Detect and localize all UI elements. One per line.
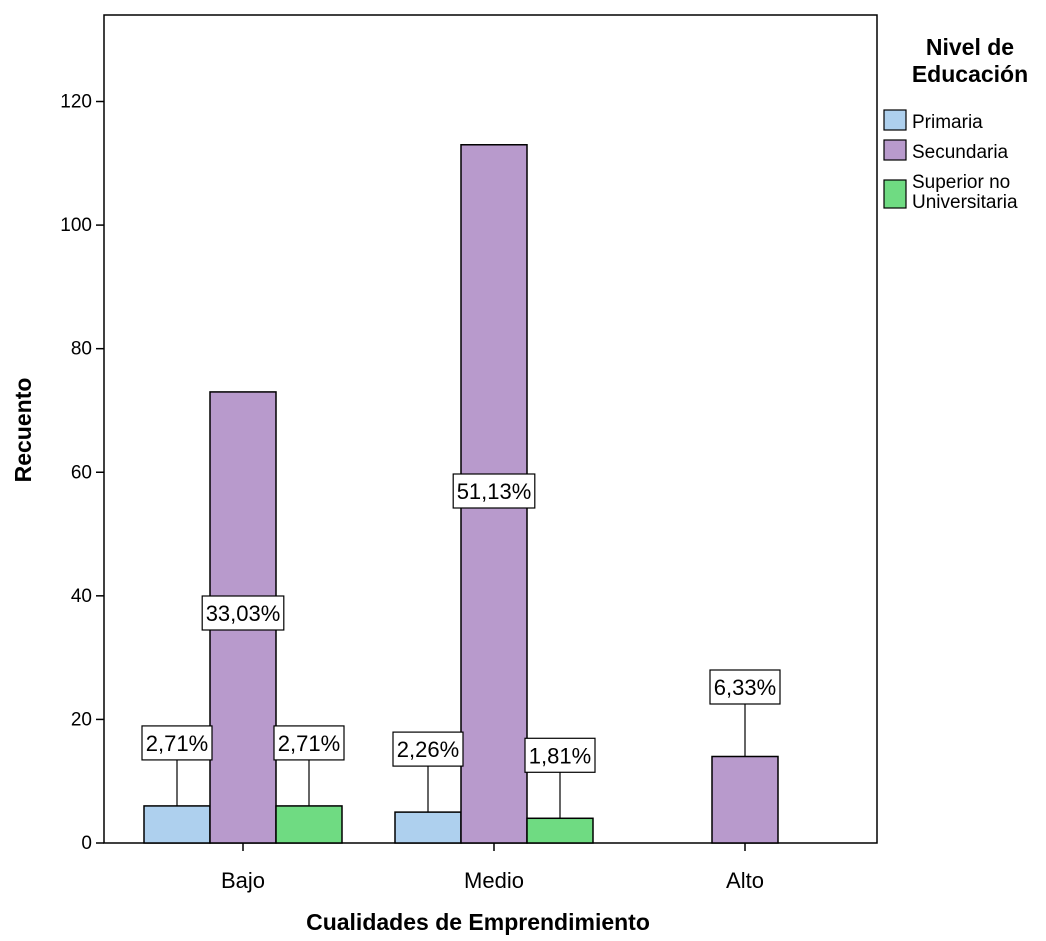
bar-superior-no-universitaria-bajo	[275, 805, 343, 844]
data-label-box	[452, 473, 536, 509]
x-axis-title: Cualidades de Emprendimiento	[306, 909, 650, 935]
legend-label: Secundaria	[912, 142, 1009, 163]
data-label-box	[392, 731, 464, 767]
x-tick-label: Bajo	[221, 868, 265, 893]
y-axis: 0 20 40 60 80 100 120	[60, 92, 104, 854]
x-tick-label: Alto	[726, 868, 764, 893]
bar-primaria-bajo	[143, 805, 211, 844]
y-tick-label: 40	[71, 586, 92, 607]
y-tick-label: 20	[71, 709, 92, 730]
y-tick-label: 0	[81, 833, 92, 854]
legend-title: Educación	[912, 61, 1028, 87]
legend-swatch	[883, 109, 907, 131]
data-label: 1,81%	[529, 743, 591, 768]
data-label: 2,26%	[397, 737, 459, 762]
y-tick-label: 100	[60, 215, 92, 236]
data-label-box	[273, 725, 345, 761]
legend-title: Nivel de	[926, 34, 1014, 60]
legend-label: Primaria	[912, 112, 983, 133]
data-label: 2,71%	[278, 731, 340, 756]
data-label-box	[141, 725, 213, 761]
x-axis: Bajo Medio Alto	[221, 843, 764, 893]
y-axis-title: Recuento	[10, 378, 36, 483]
legend-swatch	[883, 179, 907, 209]
bar-superior-no-universitaria-medio	[526, 817, 594, 844]
x-tick-label: Medio	[464, 868, 524, 893]
y-tick-label: 80	[71, 339, 92, 360]
data-label-box	[709, 669, 781, 705]
data-label: 6,33%	[714, 675, 776, 700]
y-tick-label: 120	[60, 92, 92, 113]
data-label-box	[201, 595, 285, 631]
data-label: 33,03%	[206, 601, 281, 626]
data-label: 51,13%	[457, 479, 532, 504]
data-label: 2,71%	[146, 731, 208, 756]
data-label-box	[524, 737, 596, 773]
legend-label: Superior no	[912, 172, 1010, 193]
y-tick-label: 60	[71, 462, 92, 483]
data-labels: 2,71% 2,26% 33,03% 51,13% 6,33% 2,71% 1,81%	[141, 473, 781, 819]
bar-secundaria-alto	[711, 755, 779, 844]
legend-label: Universitaria	[912, 192, 1018, 213]
bar-primaria-medio	[394, 811, 462, 844]
legend-swatch	[883, 139, 907, 161]
